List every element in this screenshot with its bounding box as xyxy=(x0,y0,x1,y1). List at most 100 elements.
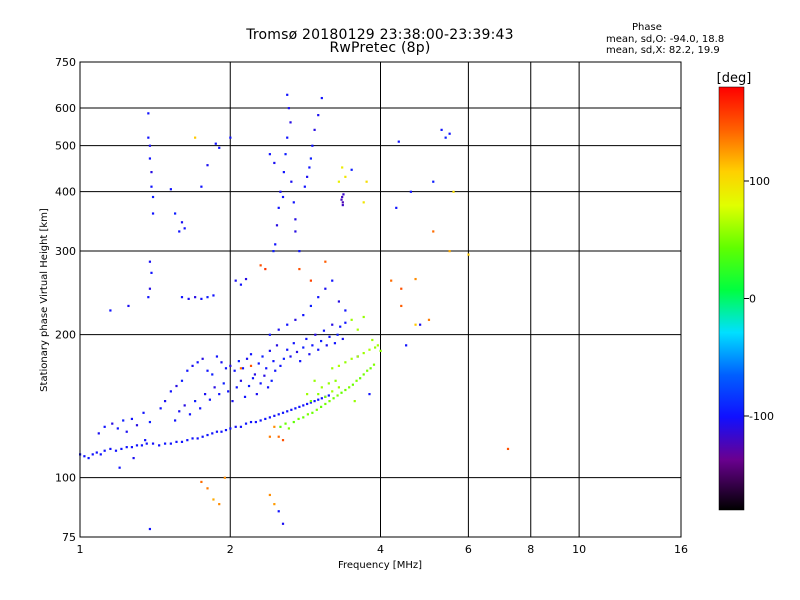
data-point-o xyxy=(147,136,150,139)
data-point-x xyxy=(356,328,359,331)
data-point-o xyxy=(273,161,276,165)
data-point-x xyxy=(273,503,276,506)
data-point-o xyxy=(282,357,285,360)
data-point-o xyxy=(215,430,219,433)
data-point-o xyxy=(191,364,194,367)
data-point-o xyxy=(211,373,214,376)
data-point-o xyxy=(268,349,271,352)
data-point-o xyxy=(337,300,341,303)
data-point-x xyxy=(309,400,312,403)
data-point-o xyxy=(298,250,301,253)
data-point-o xyxy=(103,425,106,428)
data-point-o xyxy=(277,413,280,416)
data-point-o xyxy=(200,297,203,300)
data-point-o xyxy=(317,114,320,117)
colorbar-tick-label: -100 xyxy=(749,410,774,423)
data-point-o xyxy=(234,425,237,428)
data-point-x xyxy=(311,411,314,414)
data-point-o xyxy=(159,407,162,410)
data-point-o xyxy=(341,337,344,341)
data-point-o xyxy=(114,449,118,452)
data-point-o xyxy=(178,230,181,233)
data-point-x xyxy=(223,476,226,479)
data-point-o xyxy=(249,420,253,424)
data-point-x xyxy=(268,435,271,438)
data-point-x xyxy=(362,201,365,204)
data-point-x xyxy=(340,391,343,394)
data-point-o xyxy=(281,522,285,525)
data-point-x xyxy=(414,277,417,281)
data-point-x xyxy=(344,388,347,392)
data-point-o xyxy=(208,398,212,401)
data-point-x xyxy=(369,367,372,370)
data-point-x xyxy=(355,379,358,382)
data-point-o xyxy=(151,195,155,199)
data-point-o xyxy=(444,136,447,139)
data-point-o xyxy=(191,437,194,440)
data-point-o xyxy=(395,206,398,209)
data-point-x xyxy=(239,367,243,370)
data-point-o xyxy=(409,190,412,193)
data-point-o xyxy=(328,335,331,338)
data-point-o xyxy=(142,411,145,414)
data-point-x xyxy=(268,493,271,497)
data-point-o xyxy=(173,212,177,215)
data-point-x xyxy=(337,386,341,389)
data-point-o xyxy=(214,142,217,145)
stats-o-mode: mean, sd,O: -94.0, 18.8 xyxy=(606,34,725,45)
data-point-x xyxy=(351,383,354,386)
data-point-x xyxy=(467,253,470,256)
data-point-x xyxy=(218,503,221,506)
data-point-o xyxy=(239,379,243,382)
data-point-o xyxy=(206,296,209,299)
data-point-x xyxy=(324,395,327,398)
data-point-x xyxy=(331,367,334,370)
data-point-o xyxy=(224,367,228,370)
data-point-o xyxy=(274,369,277,372)
data-point-o xyxy=(116,427,119,430)
data-point-o xyxy=(261,355,264,358)
data-point-o xyxy=(163,442,167,445)
data-point-o xyxy=(158,444,161,447)
data-point-o xyxy=(339,325,342,328)
data-point-o xyxy=(125,430,128,433)
data-point-x xyxy=(334,379,337,382)
stats-x-mode: mean, sd,X: 82.2, 19.9 xyxy=(606,45,720,56)
data-point-o xyxy=(140,444,144,447)
data-point-o xyxy=(150,171,153,174)
data-point-o xyxy=(317,348,320,351)
data-point-o xyxy=(314,333,317,336)
data-point-o xyxy=(344,309,347,312)
data-point-o xyxy=(180,221,184,224)
data-point-o xyxy=(243,395,247,398)
data-point-x xyxy=(414,323,417,326)
data-point-o xyxy=(203,393,207,396)
data-point-o xyxy=(440,128,443,131)
data-point-o xyxy=(103,449,106,452)
data-point-o xyxy=(286,410,289,413)
data-point-x xyxy=(297,417,300,421)
data-point-o xyxy=(272,360,275,363)
data-point-o xyxy=(87,456,90,460)
data-point-x xyxy=(366,369,369,372)
data-point-x xyxy=(359,377,362,380)
data-point-x xyxy=(448,250,451,253)
data-point-o xyxy=(325,344,328,347)
data-point-o xyxy=(222,382,225,385)
data-point-x xyxy=(344,175,347,178)
data-point-o xyxy=(178,410,181,413)
data-point-o xyxy=(286,323,289,326)
colorbar-tick-label: 100 xyxy=(749,175,770,188)
data-point-o xyxy=(120,447,123,451)
data-point-o xyxy=(253,373,257,376)
data-point-o xyxy=(135,444,139,447)
data-point-o xyxy=(286,136,289,139)
data-point-o xyxy=(150,185,153,188)
data-point-o xyxy=(196,437,199,440)
data-point-o xyxy=(130,417,134,421)
y-tick-label: 500 xyxy=(55,140,76,153)
data-point-o xyxy=(341,201,344,204)
data-point-o xyxy=(247,384,251,388)
data-point-o xyxy=(229,364,232,367)
data-point-o xyxy=(309,401,312,404)
